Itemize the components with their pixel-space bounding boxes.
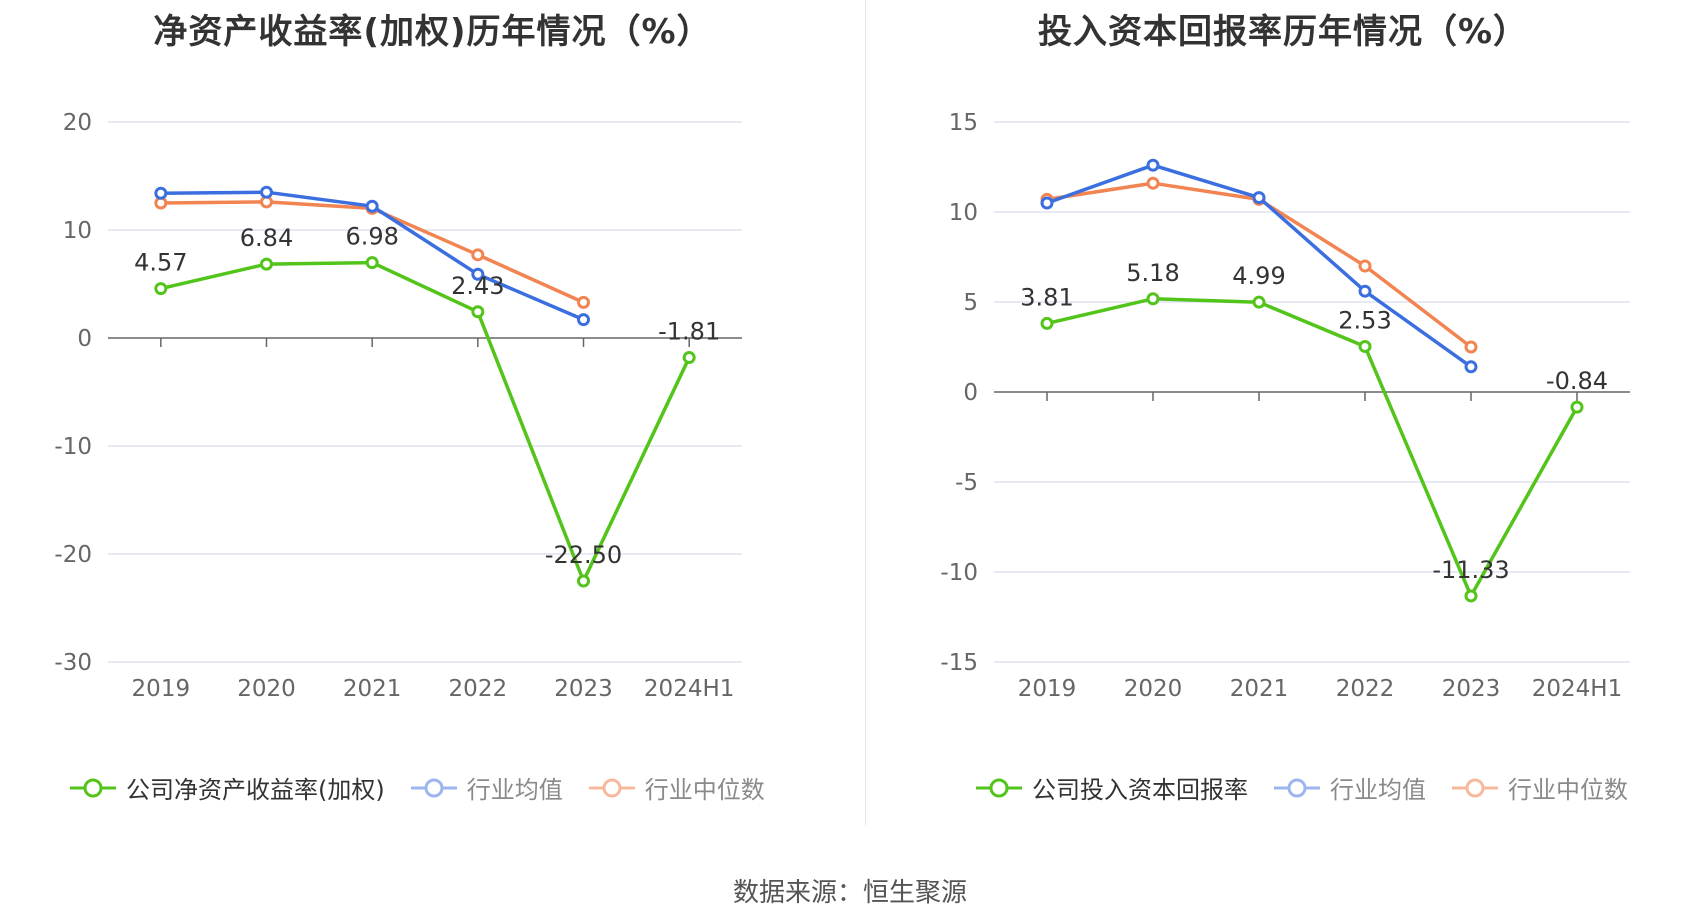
legend-marker-orange-icon <box>588 778 635 797</box>
data-point-company <box>1146 292 1160 306</box>
x-tick-label: 2024H1 <box>1532 676 1622 702</box>
data-point-median <box>1146 176 1160 190</box>
data-point-median <box>471 248 485 262</box>
data-point-company <box>577 574 590 588</box>
data-point-avg <box>260 185 273 199</box>
legend: 公司净资产收益率(加权) 行业均值 行业中位数 <box>68 770 789 805</box>
y-tick-label: 20 <box>63 110 92 136</box>
y-tick-label: -20 <box>54 542 92 568</box>
data-source-note: 数据来源：恒生聚源 <box>732 878 967 908</box>
y-tick-label: -15 <box>940 650 978 676</box>
x-tick-label: 2021 <box>343 676 402 702</box>
x-tick-label: 2023 <box>1442 676 1501 702</box>
legend-label: 行业均值 <box>1330 776 1426 804</box>
legend-item-company[interactable]: 公司净资产收益率(加权) <box>68 770 385 805</box>
y-tick-label: -30 <box>54 650 92 676</box>
series-line-median <box>160 200 585 304</box>
data-label: -11.33 <box>1432 556 1509 584</box>
data-point-avg <box>1358 284 1372 298</box>
x-tick-label: 2019 <box>132 676 191 702</box>
panel-divider <box>865 0 866 825</box>
chart-panel-roe: 净资产收益率(加权)历年情况（%） 20 10 0 -10 -20 -30 2019 2020… <box>0 0 865 820</box>
data-point-company <box>1570 400 1584 414</box>
legend-marker-orange-icon <box>1452 778 1498 797</box>
legend-item-median[interactable]: 行业中位数 <box>1450 770 1628 805</box>
line-chart-roic: 15 10 5 0 -5 -10 -15 2019 2020 2021 2022 2023 2024H1… <box>940 110 1630 702</box>
data-label: 5.18 <box>1126 259 1179 287</box>
data-label: -0.84 <box>1546 367 1608 395</box>
data-point-avg <box>365 199 379 213</box>
chart-title: 净资产收益率(加权)历年情况（%） <box>153 12 712 52</box>
data-label: 2.43 <box>451 272 504 300</box>
legend: 公司投入资本回报率 行业均值 行业中位数 <box>974 770 1652 805</box>
line-chart-roe: 20 10 0 -10 -20 -30 2019 2020 2021 2022 2023 2024H1… <box>54 110 742 702</box>
x-tick-label: 2023 <box>554 676 613 702</box>
y-tick-label: -10 <box>940 560 978 586</box>
data-label: 4.99 <box>1232 262 1285 290</box>
data-point-median <box>577 295 590 309</box>
legend-label: 行业中位数 <box>644 776 765 804</box>
series-line-company <box>160 260 691 583</box>
series-line-company <box>1046 297 1579 598</box>
data-point-avg <box>154 186 168 200</box>
data-point-median <box>1464 340 1478 354</box>
data-label: -22.50 <box>545 541 622 569</box>
data-point-company <box>1040 316 1054 330</box>
y-tick-label: 10 <box>63 218 92 244</box>
data-point-company <box>154 282 168 296</box>
data-label: 3.81 <box>1020 283 1073 311</box>
y-tick-label: 0 <box>963 380 978 406</box>
y-tick-label: 0 <box>77 326 92 352</box>
data-point-company <box>1358 339 1372 353</box>
y-tick-label: 5 <box>963 290 978 316</box>
data-point-avg <box>1464 360 1478 374</box>
data-point-company <box>1464 589 1478 603</box>
data-point-company <box>471 305 485 319</box>
data-point-avg <box>1252 191 1266 205</box>
y-tick-label: -5 <box>955 470 978 496</box>
legend-item-median[interactable]: 行业中位数 <box>587 770 765 805</box>
legend-label: 公司投入资本回报率 <box>1032 776 1248 804</box>
x-tick-label: 2021 <box>1230 676 1289 702</box>
data-point-company <box>365 256 379 270</box>
data-label: 2.53 <box>1338 306 1391 334</box>
chart-panel-roic: 投入资本回报率历年情况（%） 15 10 5 0 -5 -10 -15 2019 2020 202… <box>866 0 1700 820</box>
data-point-company <box>1252 295 1266 309</box>
x-tick-label: 2020 <box>237 676 296 702</box>
data-label: 4.57 <box>134 249 187 277</box>
x-tick-label: 2022 <box>449 676 508 702</box>
data-label: -1.81 <box>658 318 720 346</box>
legend-label: 公司净资产收益率(加权) <box>126 776 385 804</box>
x-tick-label: 2019 <box>1018 676 1077 702</box>
data-point-avg <box>577 313 590 327</box>
data-label: 6.98 <box>345 223 398 251</box>
data-point-company <box>682 351 696 365</box>
x-tick-label: 2020 <box>1124 676 1183 702</box>
chart-title: 投入资本回报率历年情况（%） <box>1037 12 1529 52</box>
y-tick-label: 15 <box>949 110 978 136</box>
legend-marker-blue-icon <box>410 778 457 797</box>
data-point-avg <box>1040 196 1054 210</box>
y-tick-label: -10 <box>54 434 92 460</box>
legend-label: 行业中位数 <box>1508 776 1628 804</box>
y-tick-label: 10 <box>949 200 978 226</box>
x-tick-label: 2022 <box>1336 676 1395 702</box>
legend-item-company[interactable]: 公司投入资本回报率 <box>974 770 1248 805</box>
data-point-avg <box>1146 158 1160 172</box>
data-point-median <box>1358 259 1372 273</box>
x-tick-label: 2024H1 <box>644 676 734 702</box>
data-label: 6.84 <box>240 224 293 252</box>
legend-marker-green-icon <box>976 778 1022 797</box>
legend-marker-blue-icon <box>1274 778 1320 797</box>
legend-item-avg[interactable]: 行业均值 <box>409 770 563 805</box>
legend-item-avg[interactable]: 行业均值 <box>1272 770 1426 805</box>
legend-label: 行业均值 <box>466 776 563 804</box>
legend-marker-green-icon <box>70 778 116 797</box>
data-point-avg <box>471 267 485 281</box>
data-point-company <box>260 257 273 271</box>
